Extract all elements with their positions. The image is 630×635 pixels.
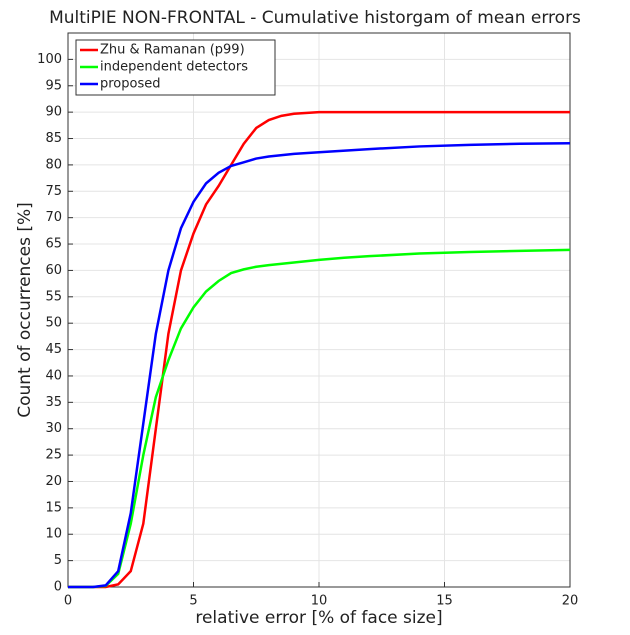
x-tick-label: 0 xyxy=(64,594,72,609)
y-tick-label: 0 xyxy=(54,580,62,595)
y-tick-label: 50 xyxy=(45,316,62,331)
series-line xyxy=(68,142,571,589)
axes-box xyxy=(67,32,571,588)
y-tick-label: 35 xyxy=(45,395,62,410)
x-tick-label: 5 xyxy=(189,594,197,609)
y-tick-label: 20 xyxy=(45,474,62,489)
legend-label: proposed xyxy=(100,77,161,92)
y-tick-label: 40 xyxy=(45,368,62,383)
y-tick-label: 70 xyxy=(45,210,62,225)
y-tick-label: 100 xyxy=(37,52,62,67)
y-tick-label: 30 xyxy=(45,421,62,436)
y-tick-label: 60 xyxy=(45,263,62,278)
x-tick-label: 15 xyxy=(436,594,453,609)
y-tick-label: 80 xyxy=(45,157,62,172)
y-tick-label: 75 xyxy=(45,184,62,199)
series-line xyxy=(68,248,571,589)
y-tick-label: 65 xyxy=(45,237,62,252)
y-tick-label: 85 xyxy=(45,131,62,146)
y-axis-label: Count of occurrences [%] xyxy=(15,202,35,418)
y-tick-label: 25 xyxy=(45,448,62,463)
y-tick-label: 55 xyxy=(45,289,62,304)
legend-label: independent detectors xyxy=(100,60,248,75)
legend-label: Zhu & Ramanan (p99) xyxy=(100,43,245,58)
y-tick-label: 90 xyxy=(45,105,62,120)
x-tick-label: 20 xyxy=(562,594,579,609)
y-tick-label: 5 xyxy=(54,553,62,568)
legend-box xyxy=(75,39,276,96)
x-axis-label: relative error [% of face size] xyxy=(195,608,442,628)
y-tick-label: 15 xyxy=(45,500,62,515)
series-line xyxy=(68,110,570,589)
y-tick-label: 45 xyxy=(45,342,62,357)
y-tick-label: 95 xyxy=(45,78,62,93)
y-tick-label: 10 xyxy=(45,527,62,542)
x-tick-label: 10 xyxy=(311,594,328,609)
chart-title: MultiPIE NON-FRONTAL - Cumulative histor… xyxy=(49,8,581,28)
